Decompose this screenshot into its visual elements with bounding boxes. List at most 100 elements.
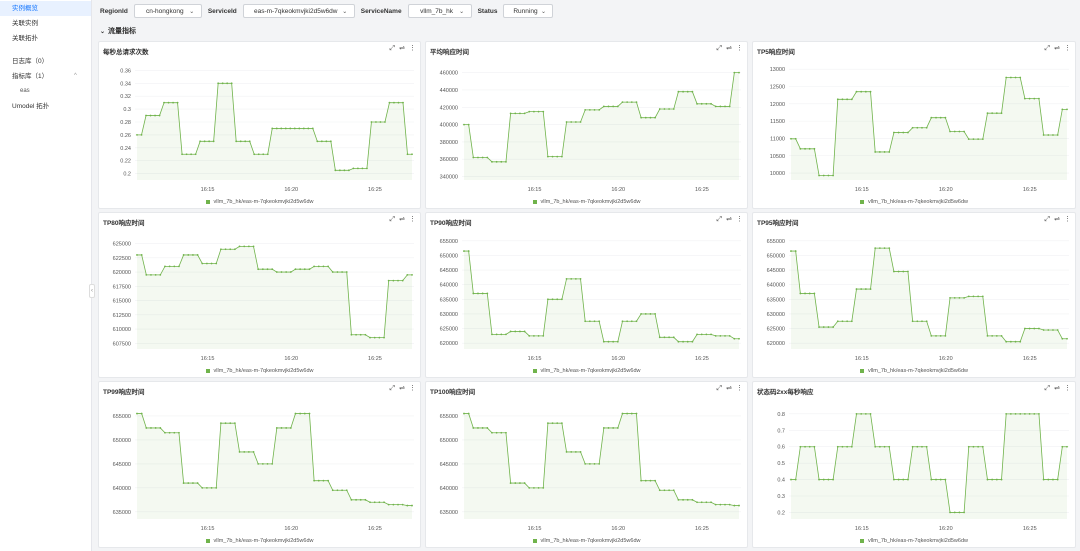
data-point[interactable]	[593, 462, 596, 465]
data-point[interactable]	[208, 140, 211, 143]
data-point[interactable]	[570, 451, 573, 453]
data-point[interactable]	[888, 445, 891, 448]
data-point[interactable]	[598, 462, 601, 465]
data-point[interactable]	[963, 511, 965, 514]
data-point[interactable]	[790, 137, 792, 140]
data-point[interactable]	[794, 137, 797, 140]
interval-icon[interactable]: ⇌	[399, 45, 405, 52]
data-point[interactable]	[1038, 412, 1040, 415]
data-point[interactable]	[1056, 134, 1059, 136]
data-point[interactable]	[271, 268, 274, 271]
data-point[interactable]	[972, 295, 975, 298]
data-point[interactable]	[691, 340, 694, 343]
data-point[interactable]	[818, 326, 820, 328]
data-point[interactable]	[293, 127, 296, 130]
data-point[interactable]	[1019, 76, 1022, 79]
data-point[interactable]	[710, 501, 712, 504]
data-point[interactable]	[397, 101, 400, 104]
data-point[interactable]	[329, 140, 332, 143]
expand-icon[interactable]: ⤢	[716, 385, 723, 392]
more-icon[interactable]: ⋮	[736, 385, 743, 392]
data-point[interactable]	[1056, 478, 1059, 481]
data-point[interactable]	[359, 498, 362, 501]
data-point[interactable]	[728, 105, 731, 108]
data-point[interactable]	[1014, 76, 1017, 79]
data-point[interactable]	[724, 105, 726, 108]
data-point[interactable]	[203, 140, 206, 143]
more-icon[interactable]: ⋮	[409, 385, 416, 392]
data-point[interactable]	[574, 277, 577, 280]
data-point[interactable]	[916, 320, 919, 323]
status-select[interactable]: Running ⌄	[503, 4, 554, 18]
data-point[interactable]	[224, 422, 227, 425]
data-point[interactable]	[878, 445, 881, 448]
data-point[interactable]	[1000, 334, 1003, 337]
data-point[interactable]	[1052, 329, 1054, 331]
data-point[interactable]	[607, 340, 610, 343]
data-point[interactable]	[411, 274, 413, 276]
data-point[interactable]	[243, 245, 246, 248]
data-point[interactable]	[233, 248, 236, 251]
data-point[interactable]	[215, 486, 218, 489]
data-point[interactable]	[626, 320, 629, 323]
data-point[interactable]	[836, 320, 839, 323]
data-point[interactable]	[738, 504, 740, 507]
data-point[interactable]	[370, 121, 373, 123]
data-point[interactable]	[509, 330, 512, 333]
data-point[interactable]	[640, 116, 643, 119]
data-point[interactable]	[598, 320, 601, 323]
data-point[interactable]	[523, 112, 526, 115]
data-point[interactable]	[352, 167, 355, 170]
data-point[interactable]	[533, 486, 535, 489]
data-point[interactable]	[654, 479, 657, 482]
data-point[interactable]	[173, 265, 176, 268]
sidebar-item-eas[interactable]: eas	[20, 88, 30, 94]
data-point[interactable]	[285, 427, 288, 429]
expand-icon[interactable]: ⤢	[1044, 385, 1051, 392]
interval-icon[interactable]: ⇌	[399, 216, 405, 223]
data-point[interactable]	[1047, 134, 1050, 136]
data-point[interactable]	[874, 151, 877, 153]
data-point[interactable]	[514, 330, 517, 333]
interval-icon[interactable]: ⇌	[399, 385, 405, 392]
data-point[interactable]	[322, 265, 325, 268]
data-point[interactable]	[373, 336, 376, 339]
data-point[interactable]	[1042, 329, 1045, 331]
data-point[interactable]	[303, 412, 306, 415]
data-point[interactable]	[336, 271, 339, 273]
data-point[interactable]	[925, 445, 928, 448]
data-point[interactable]	[378, 336, 381, 339]
data-point[interactable]	[949, 130, 951, 133]
data-point[interactable]	[1033, 97, 1036, 100]
data-point[interactable]	[500, 160, 503, 163]
data-point[interactable]	[235, 140, 238, 143]
data-point[interactable]	[907, 270, 909, 273]
data-point[interactable]	[1056, 329, 1059, 331]
data-point[interactable]	[644, 116, 647, 119]
data-point[interactable]	[733, 504, 736, 507]
data-point[interactable]	[958, 130, 961, 133]
data-point[interactable]	[486, 156, 489, 159]
data-point[interactable]	[902, 270, 905, 273]
data-point[interactable]	[682, 498, 684, 501]
data-point[interactable]	[210, 486, 213, 489]
data-point[interactable]	[1009, 412, 1012, 415]
data-point[interactable]	[537, 334, 540, 337]
data-point[interactable]	[244, 140, 247, 143]
more-icon[interactable]: ⋮	[409, 45, 416, 52]
data-point[interactable]	[551, 155, 554, 158]
data-point[interactable]	[995, 112, 998, 115]
data-point[interactable]	[1014, 340, 1017, 343]
data-point[interactable]	[981, 445, 984, 448]
data-point[interactable]	[187, 254, 190, 256]
legend[interactable]: vllm_7b_hk/eas-m-7qkeokmvjki2d5w6dw	[99, 538, 420, 544]
data-point[interactable]	[401, 503, 404, 506]
data-point[interactable]	[519, 330, 521, 333]
data-point[interactable]	[486, 427, 489, 429]
legend[interactable]: vllm_7b_hk/eas-m-7qkeokmvjki2d5w6dw	[99, 368, 420, 374]
data-point[interactable]	[897, 270, 900, 273]
data-point[interactable]	[397, 279, 399, 282]
data-point[interactable]	[285, 271, 288, 273]
data-point[interactable]	[185, 153, 188, 156]
data-point[interactable]	[345, 271, 348, 273]
